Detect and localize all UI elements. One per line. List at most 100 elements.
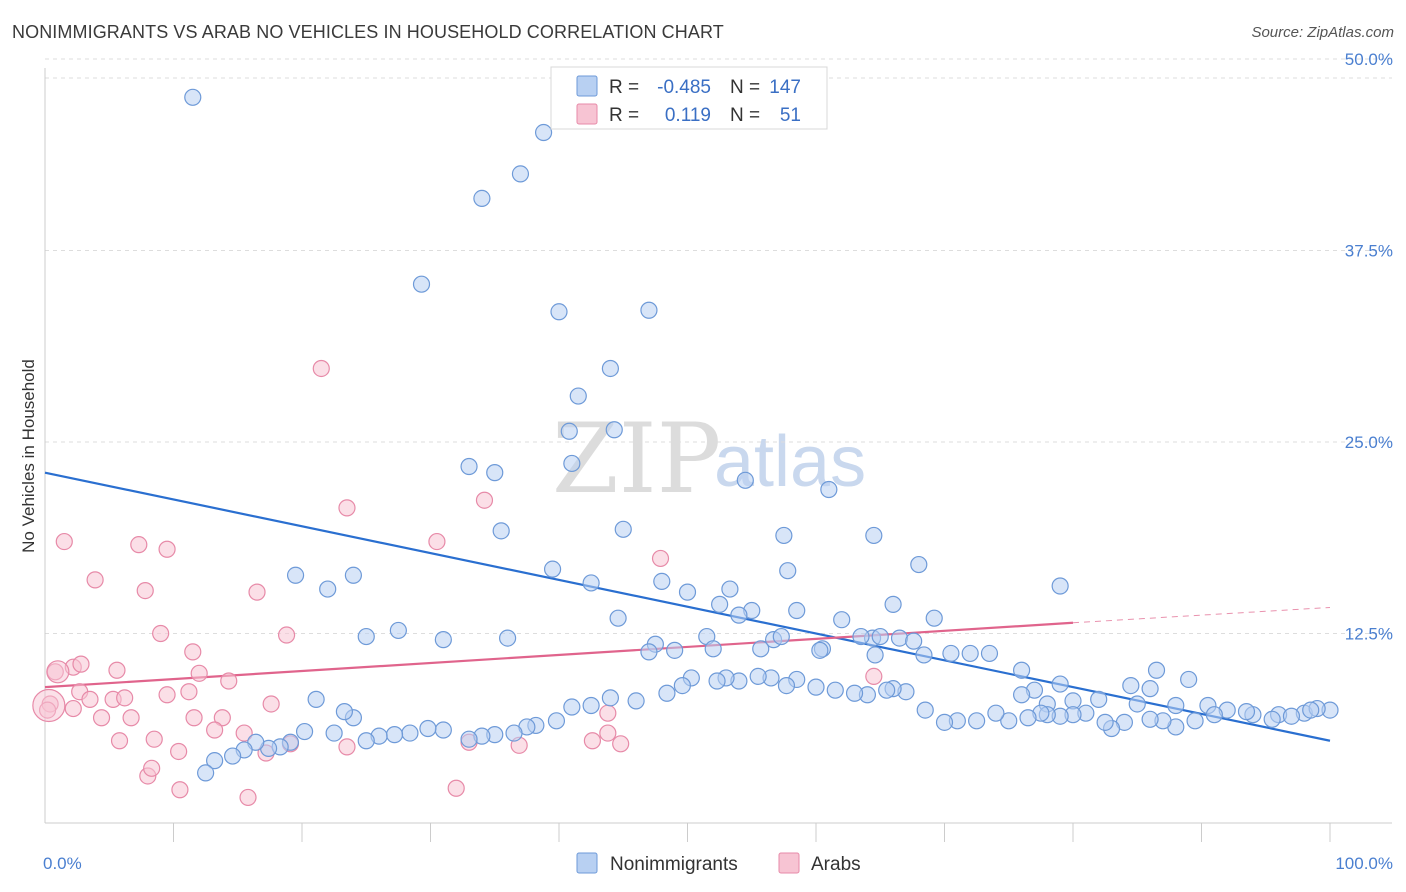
- arab-point-4: [136, 582, 154, 600]
- nonimmigrant-point-134: [460, 730, 478, 748]
- arab-point-large-1: [46, 660, 70, 684]
- nonimmigrant-point-153: [197, 764, 215, 782]
- arab-point-51: [447, 779, 465, 797]
- arab-point-19: [220, 672, 238, 690]
- bottom-legend-swatch-nonimmigrants: [576, 852, 598, 874]
- watermark-atlas: atlas: [714, 422, 866, 502]
- legend-r-value-0: -0.485: [657, 77, 711, 98]
- nonimmigrant-point-64: [1147, 661, 1166, 679]
- nonimmigrant-point-40: [434, 631, 452, 649]
- nonimmigrant-point-1: [534, 123, 553, 142]
- nonimmigrant-point-105: [935, 713, 954, 731]
- nonimmigrant-point-20: [910, 555, 928, 574]
- legend-r-label-1: R =: [609, 105, 639, 126]
- arab-point-50: [239, 788, 257, 807]
- arab-point-13: [277, 626, 296, 644]
- nonimmigrant-point-123: [658, 684, 676, 702]
- arab-point-6: [312, 359, 330, 378]
- nonimmigrant-point-117: [749, 667, 767, 685]
- nonimmigrant-point-125: [601, 689, 620, 707]
- nonimmigrant-point-135: [434, 721, 452, 739]
- arab-point-23: [81, 690, 99, 708]
- nonimmigrant-point-112: [826, 681, 844, 699]
- nonimmigrant-point-21: [543, 560, 562, 578]
- nonimmigrant-point-29: [678, 583, 697, 601]
- arab-point-11: [152, 624, 170, 643]
- nonimmigrant-point-63: [1012, 661, 1031, 679]
- arab-point-21: [180, 683, 198, 701]
- nonimmigrant-point-47: [905, 632, 923, 650]
- arab-point-3: [86, 571, 104, 589]
- nonimmigrant-point-12: [460, 457, 478, 476]
- nonimmigrant-point-30: [1051, 577, 1069, 595]
- legend-n-label-0: N =: [730, 77, 760, 98]
- nonimmigrant-point-4: [412, 275, 431, 293]
- bottom-legend-label-arabs: Arabs: [811, 854, 861, 875]
- nonimmigrant-point-31: [884, 595, 902, 613]
- arab-point-8: [428, 532, 446, 551]
- nonimmigrant-point-91: [1141, 710, 1159, 728]
- nonimmigrant-point-62: [980, 644, 999, 663]
- nonimmigrant-point-56: [640, 643, 658, 661]
- nonimmigrant-point-94: [1096, 713, 1114, 731]
- nonimmigrant-point-103: [968, 712, 986, 730]
- nonimmigrant-point-61: [961, 644, 979, 663]
- arabs-trendline-extension: [1072, 606, 1331, 624]
- arab-point-52: [865, 667, 883, 685]
- nonimmigrant-point-124: [627, 692, 645, 710]
- watermark-zip: ZIP: [552, 403, 721, 515]
- y-axis-label: No Vehicles in Household: [19, 359, 38, 553]
- nonimmigrant-point-136: [419, 719, 437, 738]
- nonimmigrant-point-151: [224, 747, 242, 765]
- arab-point-49: [171, 781, 189, 799]
- nonimmigrant-point-6: [640, 301, 658, 319]
- nonimmigrant-point-13: [486, 464, 504, 482]
- legend-n-label-1: N =: [730, 105, 760, 126]
- nonimmigrant-point-111: [845, 684, 864, 702]
- arab-point-5: [248, 583, 266, 601]
- nonimmigrant-point-122: [673, 676, 691, 695]
- nonimmigrant-point-75: [1167, 696, 1185, 715]
- nonimmigrant-point-87: [1205, 706, 1223, 724]
- watermark: ZIP atlas: [552, 403, 866, 515]
- nonimmigrant-point-11: [563, 454, 581, 473]
- nonimmigrant-point-37: [833, 611, 851, 629]
- nonimmigrant-point-34: [788, 601, 806, 620]
- nonimmigrant-point-73: [1090, 690, 1108, 708]
- arab-point-44: [583, 732, 602, 750]
- nonimmigrant-point-144: [307, 690, 325, 708]
- arab-point-29: [64, 699, 82, 718]
- nonimmigrant-point-127: [563, 698, 581, 716]
- arab-point-45: [599, 724, 617, 742]
- nonimmigrant-point-10: [605, 421, 623, 439]
- nonimmigrant-point-70: [1012, 686, 1031, 704]
- nonimmigrants-points: [184, 88, 1339, 782]
- arab-point-large-0: [32, 688, 66, 723]
- nonimmigrant-point-131: [505, 724, 523, 742]
- bottom-legend-label-nonimmigrants: Nonimmigrants: [610, 854, 738, 875]
- nonimmigrant-point-55: [666, 641, 684, 659]
- nonimmigrant-point-86: [1237, 703, 1256, 721]
- arab-point-15: [72, 655, 90, 673]
- arab-point-33: [213, 709, 231, 727]
- nonimmigrant-point-59: [915, 646, 933, 664]
- nonimmigrant-point-88: [1186, 712, 1204, 730]
- nonimmigrant-point-25: [582, 574, 600, 592]
- arab-point-34: [110, 732, 129, 750]
- nonimmigrant-point-53: [752, 640, 770, 658]
- arab-point-9: [475, 491, 494, 509]
- nonimmigrant-point-58: [866, 646, 884, 664]
- nonimmigrant-point-46: [890, 629, 909, 647]
- legend-r-label-0: R =: [609, 77, 639, 98]
- nonimmigrant-point-9: [560, 422, 578, 440]
- arab-point-26: [262, 695, 280, 713]
- nonimmigrant-point-27: [319, 580, 337, 598]
- nonimmigrant-point-14: [736, 471, 754, 489]
- nonimmigrant-point-5: [550, 303, 568, 321]
- arab-point-37: [206, 721, 224, 739]
- arab-point-25: [116, 689, 134, 707]
- nonimmigrant-point-41: [499, 629, 517, 647]
- arab-point-32: [185, 709, 203, 727]
- nonimmigrant-point-17: [492, 522, 510, 540]
